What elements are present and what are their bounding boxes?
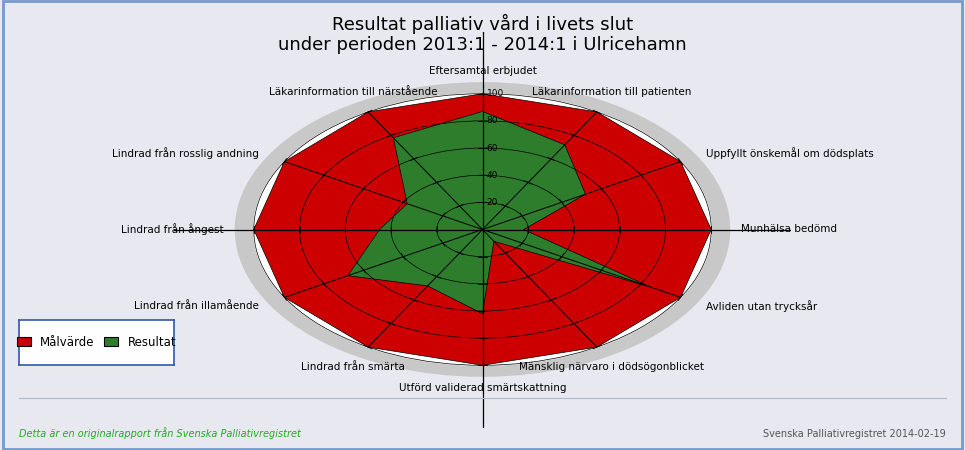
Text: 80: 80: [486, 117, 498, 126]
Polygon shape: [347, 112, 650, 314]
Text: Lindrad från smärta: Lindrad från smärta: [301, 362, 405, 372]
Text: 20: 20: [486, 198, 498, 207]
Text: Utförd validerad smärtskattning: Utförd validerad smärtskattning: [399, 383, 566, 393]
Polygon shape: [254, 94, 711, 365]
Text: Läkarinformation till patienten: Läkarinformation till patienten: [532, 87, 692, 97]
Text: Uppfyllt önskemål om dödsplats: Uppfyllt önskemål om dödsplats: [706, 147, 874, 159]
Text: Mänsklig närvaro i dödsögonblicket: Mänsklig närvaro i dödsögonblicket: [519, 362, 704, 372]
Text: Detta är en originalrapport från Svenska Palliativregistret: Detta är en originalrapport från Svenska…: [19, 427, 301, 439]
Text: Avliden utan trycksår: Avliden utan trycksår: [706, 300, 817, 312]
Text: Resultat palliativ vård i livets slut
under perioden 2013:1 - 2014:1 i Ulriceham: Resultat palliativ vård i livets slut un…: [278, 14, 687, 54]
Text: Svenska Palliativregistret 2014-02-19: Svenska Palliativregistret 2014-02-19: [763, 429, 946, 439]
Ellipse shape: [235, 83, 730, 376]
Text: Lindrad från illamående: Lindrad från illamående: [134, 301, 259, 311]
Text: 60: 60: [486, 144, 498, 153]
Text: Lindrad från ångest: Lindrad från ångest: [122, 224, 224, 235]
Text: 40: 40: [486, 171, 498, 180]
Text: Lindrad från rosslig andning: Lindrad från rosslig andning: [112, 147, 259, 159]
Text: Munhälsa bedömd: Munhälsa bedömd: [741, 225, 837, 234]
Text: Läkarinformation till närstående: Läkarinformation till närstående: [269, 87, 437, 97]
Ellipse shape: [254, 94, 711, 365]
Text: 100: 100: [486, 89, 504, 98]
Legend: Målvärde, Resultat: Målvärde, Resultat: [12, 331, 181, 353]
Text: Eftersamtal erbjudet: Eftersamtal erbjudet: [428, 66, 537, 76]
